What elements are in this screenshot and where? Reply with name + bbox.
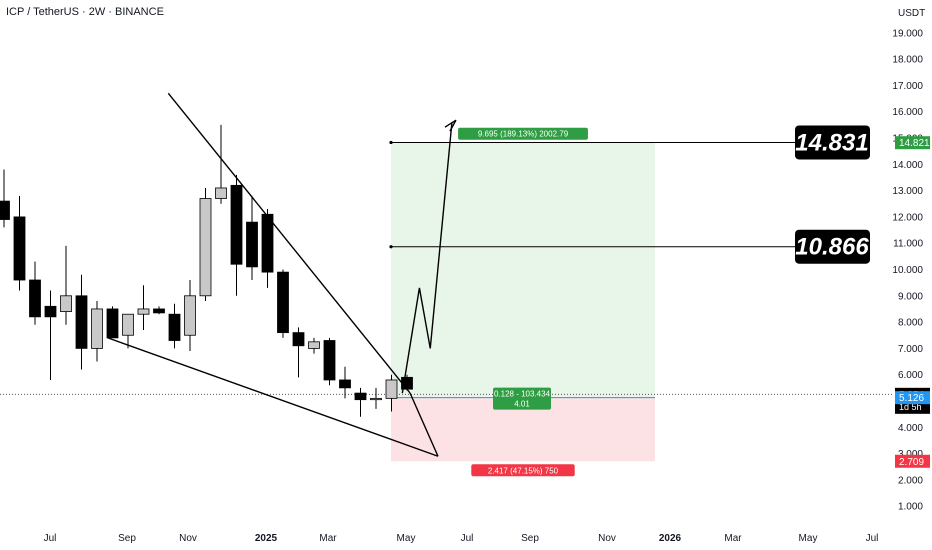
y-tick-label: 13.000 <box>892 186 923 197</box>
y-tick-label: 16.000 <box>892 107 923 118</box>
candle-body <box>199 198 212 297</box>
arrow-head <box>444 119 457 132</box>
chart-title: ICP / TetherUS · 2W · BINANCE <box>6 6 164 18</box>
candle-body <box>60 295 72 312</box>
candle-body <box>339 379 351 389</box>
x-tick-label: Sep <box>521 533 539 544</box>
x-tick-label: Jul <box>44 533 57 544</box>
candle-body <box>277 271 289 334</box>
y-tick-label: 4.000 <box>898 423 923 434</box>
trendline <box>167 92 411 394</box>
candles <box>0 124 413 417</box>
candle-body <box>75 295 88 349</box>
y-tick-label: 3.000 <box>898 449 923 460</box>
y-tick-label: 6.000 <box>898 370 923 381</box>
y-tick-label: 1.000 <box>898 502 923 513</box>
profit-zone <box>391 142 655 398</box>
price-tag-entry: 5.126 <box>899 393 924 404</box>
y-tick-label: 9.000 <box>898 291 923 302</box>
candle-body <box>137 308 150 315</box>
price-tag-stop: 2.709 <box>899 457 924 468</box>
candle-body <box>215 187 227 199</box>
level-anchor <box>389 140 393 145</box>
x-tick-label: Mar <box>724 533 742 544</box>
projection-path <box>401 122 453 394</box>
entry-size-label: 4.01 <box>514 400 530 409</box>
price-axis: 1.0002.0003.0004.0005.0006.0007.0008.000… <box>892 28 923 512</box>
candle-body <box>230 184 243 265</box>
price-tag-bg <box>895 136 930 150</box>
x-tick-label: 2026 <box>659 533 682 544</box>
target-label-bg <box>458 127 588 140</box>
price-tag-countdown: 1d 5h <box>899 402 922 412</box>
x-tick-label: Jul <box>461 533 474 544</box>
y-tick-label: 19.000 <box>892 28 923 39</box>
stop-label: 2.417 (47.15%) 750 <box>488 466 559 475</box>
y-tick-label: 11.000 <box>893 239 923 250</box>
y-tick-label: 17.000 <box>892 81 923 92</box>
candle-body <box>13 216 26 281</box>
candle-body <box>323 340 336 381</box>
target-label: 9.695 (189.13%) 2002.79 <box>478 130 569 139</box>
time-axis: Jul Sep Nov 2025 Mar May Jul Sep Nov 2026 Mar May Ju… <box>44 533 879 544</box>
x-tick-label: Nov <box>598 533 616 544</box>
x-tick-label: May <box>799 533 818 544</box>
y-tick-label: 14.000 <box>892 160 923 171</box>
y-tick-label: 8.000 <box>898 318 923 329</box>
candle-body <box>292 332 305 347</box>
candle-body <box>122 313 134 336</box>
level-badge: 14.831 <box>795 129 868 156</box>
candle-body <box>385 379 398 399</box>
candle-body <box>354 392 367 401</box>
stop-label-bg <box>471 464 575 477</box>
x-tick-label: Mar <box>319 533 337 544</box>
y-tick-label: 12.000 <box>892 212 923 223</box>
level-badge-bg <box>795 229 870 264</box>
x-tick-label: May <box>397 533 416 544</box>
candle-body <box>184 295 196 336</box>
x-tick-label: Nov <box>179 533 197 544</box>
position-tool: 9.695 (189.13%) 2002.79 0.128 - 103.4344.… <box>0 127 893 477</box>
entry-label: 0.128 - 103.434 <box>494 390 551 399</box>
price-tag-bg <box>895 391 930 405</box>
y-tick-label: 10.000 <box>892 265 923 276</box>
x-tick-label: Jul <box>866 533 879 544</box>
level-badge-bg <box>795 125 870 160</box>
entry-label-bg <box>493 387 551 410</box>
candle-body <box>0 200 10 220</box>
candle-body <box>168 313 181 341</box>
candle-body <box>246 221 258 268</box>
trendline <box>409 392 439 457</box>
currency-label: USDT <box>898 8 926 19</box>
candle-body <box>44 305 57 318</box>
level-anchor <box>389 245 393 249</box>
y-tick-label: 2.000 <box>898 475 923 486</box>
candle-body <box>370 397 382 401</box>
trendline <box>107 337 439 457</box>
candle-body <box>261 213 274 273</box>
drawings <box>107 92 457 457</box>
price-tag-target: 14.821 <box>899 138 930 149</box>
candle-body <box>91 308 103 349</box>
y-tick-label: 7.000 <box>898 344 923 355</box>
x-tick-label: 2025 <box>255 533 278 544</box>
level-lines: 14.831 10.866 <box>389 125 870 264</box>
candle-body <box>153 308 165 314</box>
y-tick-label: 18.000 <box>892 55 923 66</box>
price-tag-bg <box>895 454 930 468</box>
candle-body <box>29 279 41 318</box>
candle-body <box>106 308 119 339</box>
x-tick-label: Sep <box>118 533 136 544</box>
level-badge: 10.866 <box>795 234 869 261</box>
candle-body <box>308 341 320 349</box>
